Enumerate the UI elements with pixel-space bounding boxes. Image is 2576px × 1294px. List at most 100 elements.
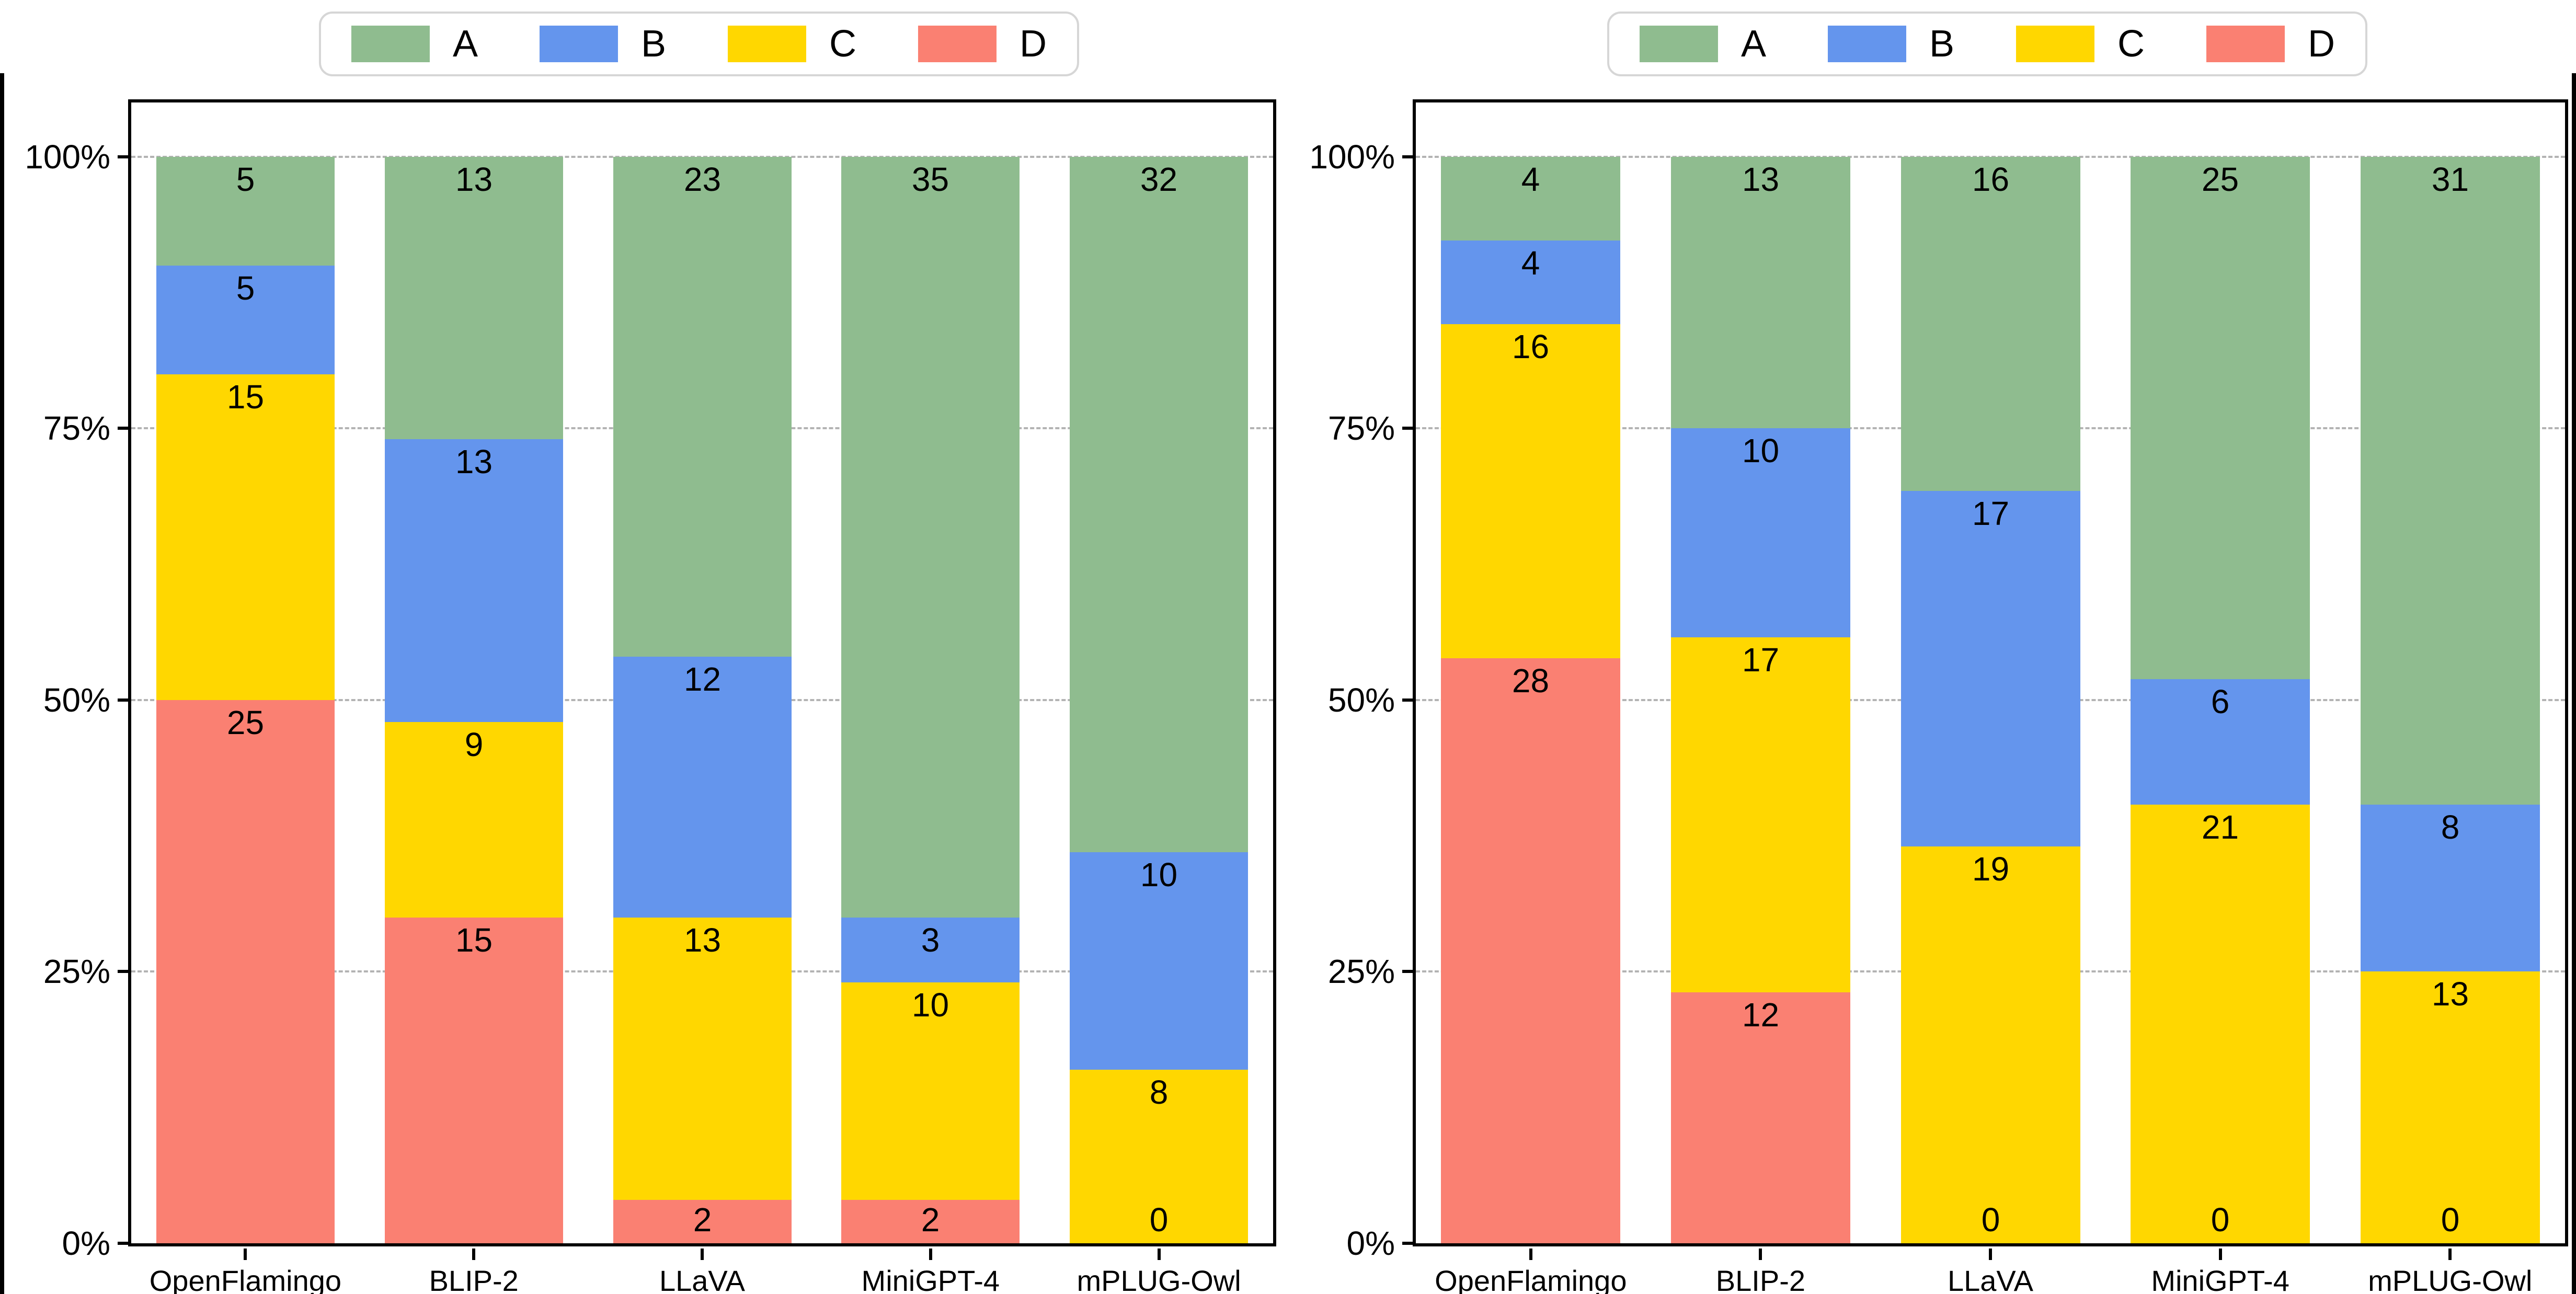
bar-value-label-A-LLaVA: 16 xyxy=(1972,160,2010,198)
bar-value-label-D-MiniGPT-4: 2 xyxy=(921,1201,940,1239)
y-tick xyxy=(1402,155,1413,158)
x-tick xyxy=(1529,1249,1532,1260)
bar-value-label-D-MiniGPT-4: 0 xyxy=(2211,1201,2230,1239)
bar-value-label-D-LLaVA: 0 xyxy=(1981,1201,2000,1239)
bar-value-label-C-MiniGPT-4: 21 xyxy=(2201,808,2239,846)
bar-value-label-A-MiniGPT-4: 25 xyxy=(2201,160,2239,198)
x-tick-label-OpenFlamingo: OpenFlamingo xyxy=(149,1264,342,1294)
bar-segment-A-LLaVA xyxy=(613,156,792,657)
bar-segment-C-BLIP-2 xyxy=(1671,637,1850,993)
y-tick-label: 0% xyxy=(62,1224,111,1262)
y-tick-label: 25% xyxy=(43,953,110,991)
bar-value-label-B-BLIP-2: 13 xyxy=(455,443,493,481)
y-tick-label: 100% xyxy=(25,138,110,176)
x-tick xyxy=(2218,1249,2222,1260)
x-tick-label-mPLUG-Owl: mPLUG-Owl xyxy=(2368,1264,2533,1294)
legend-label-C: C xyxy=(2117,23,2145,65)
legend-swatch-D xyxy=(2206,26,2285,62)
y-tick xyxy=(118,970,128,974)
bar-value-label-C-LLaVA: 13 xyxy=(683,921,722,959)
bar-segment-A-LLaVA xyxy=(1901,156,2080,491)
bar-segment-B-mPLUG-Owl xyxy=(1070,852,1248,1070)
legend-label-D: D xyxy=(1020,23,1047,65)
bar-value-label-A-BLIP-2: 13 xyxy=(455,160,493,198)
bar-value-label-C-MiniGPT-4: 10 xyxy=(911,986,949,1024)
legend-swatch-B xyxy=(1828,26,1906,62)
bar-value-label-A-mPLUG-Owl: 32 xyxy=(1140,160,1178,198)
bar-value-label-C-mPLUG-Owl: 8 xyxy=(1149,1073,1169,1111)
y-tick xyxy=(118,1242,128,1245)
bar-segment-B-BLIP-2 xyxy=(1671,428,1850,638)
y-tick xyxy=(1402,698,1413,702)
bar-segment-A-BLIP-2 xyxy=(385,156,563,440)
bar-value-label-A-OpenFlamingo: 5 xyxy=(236,160,255,198)
bar-segment-B-LLaVA xyxy=(613,656,792,918)
bar-segment-C-OpenFlamingo xyxy=(1441,324,1620,659)
bar-segment-D-LLaVA xyxy=(613,1199,792,1243)
bar-value-label-B-LLaVA: 17 xyxy=(1972,495,2010,533)
legend-swatch-C xyxy=(728,26,807,62)
bar-segment-C-MiniGPT-4 xyxy=(841,982,1020,1200)
bar-segment-C-BLIP-2 xyxy=(385,722,563,918)
bar-value-label-B-OpenFlamingo: 5 xyxy=(236,269,255,307)
y-tick xyxy=(118,155,128,158)
bar-segment-D-BLIP-2 xyxy=(1671,992,1850,1243)
x-tick-label-MiniGPT-4: MiniGPT-4 xyxy=(2151,1264,2289,1294)
legend-label-D: D xyxy=(2308,23,2335,65)
bar-segment-C-LLaVA xyxy=(1901,846,2080,1243)
legend-label-B: B xyxy=(1929,23,1955,65)
legend-item-A: A xyxy=(351,24,478,64)
bar-value-label-A-MiniGPT-4: 35 xyxy=(911,160,949,198)
legend-item-D: D xyxy=(918,24,1047,64)
x-tick xyxy=(1989,1249,1992,1260)
plot-area: 0% 25% 50% 75% 100% OpenFlamingo BLIP-2 LLaVA Mi… xyxy=(1309,99,2568,1294)
bar-value-label-D-OpenFlamingo: 28 xyxy=(1512,662,1550,700)
bar-segment-A-MiniGPT-4 xyxy=(2131,156,2310,679)
y-tick-label: 75% xyxy=(1327,409,1395,448)
bar-value-label-C-OpenFlamingo: 16 xyxy=(1512,327,1550,365)
bar-value-label-C-BLIP-2: 17 xyxy=(1742,641,1780,679)
x-tick xyxy=(701,1249,704,1260)
legend-swatch-A xyxy=(351,26,430,62)
x-tick-label-BLIP-2: BLIP-2 xyxy=(429,1264,519,1294)
bar-value-label-D-BLIP-2: 15 xyxy=(455,921,493,959)
y-tick-label: 75% xyxy=(43,409,110,448)
y-tick-label: 100% xyxy=(1309,138,1395,176)
gridline-100 xyxy=(131,155,1273,158)
legend-item-B: B xyxy=(1828,24,1954,64)
bar-segment-D-MiniGPT-4 xyxy=(841,1199,1020,1243)
x-tick-label-BLIP-2: BLIP-2 xyxy=(1715,1264,1805,1294)
x-tick xyxy=(1157,1249,1161,1260)
bar-segment-D-OpenFlamingo xyxy=(1441,658,1620,1243)
bar-value-label-C-OpenFlamingo: 15 xyxy=(226,377,265,416)
bar-segment-B-BLIP-2 xyxy=(385,439,563,722)
x-tick xyxy=(2448,1249,2452,1260)
bar-segment-A-MiniGPT-4 xyxy=(841,156,1020,918)
bar-value-label-B-mPLUG-Owl: 10 xyxy=(1140,855,1178,894)
bar-value-label-A-LLaVA: 23 xyxy=(683,160,722,198)
legend-item-C: C xyxy=(2016,24,2145,64)
legend-item-D: D xyxy=(2206,24,2335,64)
bar-value-label-A-mPLUG-Owl: 31 xyxy=(2431,160,2469,198)
bar-segment-B-LLaVA xyxy=(1901,491,2080,846)
x-tick-label-MiniGPT-4: MiniGPT-4 xyxy=(861,1264,1000,1294)
legend-swatch-A xyxy=(1639,26,1718,62)
legend: A B C D xyxy=(318,12,1080,76)
y-tick-label: 25% xyxy=(1327,953,1395,991)
bar-segment-A-BLIP-2 xyxy=(1671,156,1850,429)
y-tick-label: 0% xyxy=(1346,1224,1395,1262)
bar-value-label-B-MiniGPT-4: 3 xyxy=(921,921,940,959)
x-tick xyxy=(244,1249,247,1260)
x-tick xyxy=(929,1249,932,1260)
y-tick xyxy=(118,698,128,702)
legend-label-A: A xyxy=(452,23,478,65)
bar-segment-B-mPLUG-Owl xyxy=(2361,804,2540,972)
legend-item-B: B xyxy=(540,24,666,64)
bar-value-label-B-LLaVA: 12 xyxy=(683,660,722,698)
bar-segment-B-OpenFlamingo xyxy=(156,265,335,374)
y-tick-label: 50% xyxy=(43,681,110,719)
bar-segment-C-MiniGPT-4 xyxy=(2131,804,2310,1243)
frame-border-left xyxy=(0,73,4,1294)
plot-area: 0% 25% 50% 75% 100% OpenFlamingo BLIP-2 LLaVA Mi… xyxy=(25,99,1276,1294)
